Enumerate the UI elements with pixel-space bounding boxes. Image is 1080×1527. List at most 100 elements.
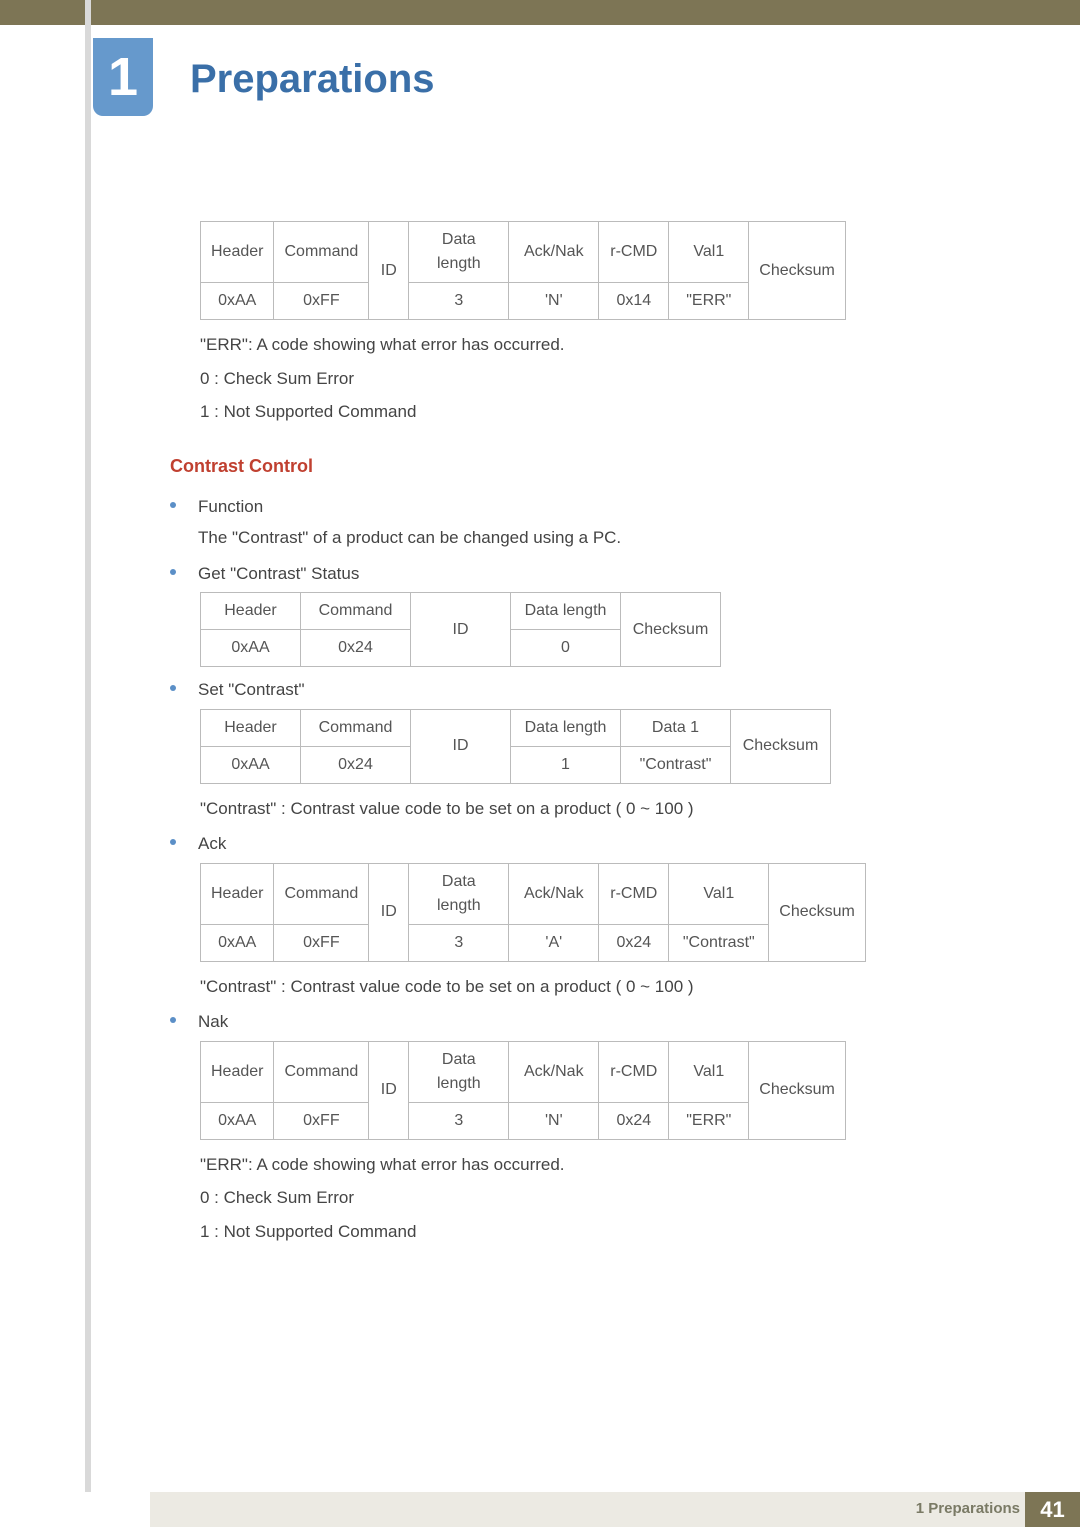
th-id: ID (411, 593, 511, 667)
bullet-set-label: Set "Contrast" (198, 677, 305, 703)
bullet-function-label: Function (198, 494, 263, 520)
th-datalen: Data length (511, 593, 621, 630)
th-datalen: Data length (409, 863, 509, 924)
contrast-note: "Contrast" : Contrast value code to be s… (200, 796, 1020, 822)
bullet-icon (170, 839, 176, 845)
th-checksum: Checksum (749, 222, 846, 320)
section-contrast-control: Contrast Control (170, 453, 1020, 480)
td: 3 (409, 1102, 509, 1139)
footer: 1 Preparations 41 (0, 1492, 1080, 1527)
td: 0xFF (274, 924, 369, 961)
bullet-get: Get "Contrast" Status (170, 561, 1020, 587)
table-set-contrast: Header Command ID Data length Data 1 Che… (200, 709, 831, 784)
td: 0x24 (301, 630, 411, 667)
td: 0 (511, 630, 621, 667)
td: 0xAA (201, 283, 274, 320)
th-header: Header (201, 222, 274, 283)
th-checksum: Checksum (769, 863, 866, 961)
bullet-icon (170, 569, 176, 575)
table-row: Header Command ID Data length Ack/Nak r-… (201, 222, 846, 283)
bullet-ack-label: Ack (198, 831, 226, 857)
table-row: Header Command ID Data length Ack/Nak r-… (201, 1041, 846, 1102)
td: 0xAA (201, 1102, 274, 1139)
td: 0xAA (201, 630, 301, 667)
td: "ERR" (669, 283, 749, 320)
table-row: Header Command ID Data length Checksum (201, 593, 721, 630)
table-nak-prev: Header Command ID Data length Ack/Nak r-… (200, 221, 846, 320)
th-header: Header (201, 863, 274, 924)
th-header: Header (201, 593, 301, 630)
th-command: Command (274, 222, 369, 283)
th-command: Command (274, 1041, 369, 1102)
table-get-contrast: Header Command ID Data length Checksum 0… (200, 592, 721, 667)
err-1: 1 : Not Supported Command (200, 399, 1020, 425)
td: 0x24 (599, 924, 669, 961)
td: 0x24 (301, 746, 411, 783)
bullet-icon (170, 685, 176, 691)
content-area: Header Command ID Data length Ack/Nak r-… (170, 25, 1020, 1244)
td: 'N' (509, 1102, 599, 1139)
footer-page-number: 41 (1025, 1492, 1080, 1527)
err-1b: 1 : Not Supported Command (200, 1219, 1020, 1245)
th-rcmd: r-CMD (599, 222, 669, 283)
th-data1: Data 1 (621, 709, 731, 746)
table-row: 0xAA 0xFF 3 'A' 0x24 "Contrast" (201, 924, 866, 961)
th-id: ID (369, 1041, 409, 1139)
err-desc-2: "ERR": A code showing what error has occ… (200, 1152, 1020, 1178)
th-val1: Val1 (669, 863, 769, 924)
td: 0xAA (201, 924, 274, 961)
td: 0xFF (274, 283, 369, 320)
table-row: 0xAA 0xFF 3 'N' 0x24 "ERR" (201, 1102, 846, 1139)
th-datalen: Data length (409, 222, 509, 283)
footer-page-label: 1 Preparations (916, 1500, 1020, 1517)
th-id: ID (411, 709, 511, 783)
th-checksum: Checksum (731, 709, 831, 783)
th-rcmd: r-CMD (599, 1041, 669, 1102)
err-desc: "ERR": A code showing what error has occ… (200, 332, 1020, 358)
bullet-get-label: Get "Contrast" Status (198, 561, 359, 587)
top-olive-bar (0, 0, 1080, 25)
bullet-function: Function (170, 494, 1020, 520)
td: 3 (409, 924, 509, 961)
th-val1: Val1 (669, 1041, 749, 1102)
th-checksum: Checksum (749, 1041, 846, 1139)
table-nak: Header Command ID Data length Ack/Nak r-… (200, 1041, 846, 1140)
bullet-set: Set "Contrast" (170, 677, 1020, 703)
table-row: 0xAA 0xFF 3 'N' 0x14 "ERR" (201, 283, 846, 320)
page-container: 1 Preparations Header Command ID Data le… (0, 0, 1080, 1527)
th-datalen: Data length (511, 709, 621, 746)
th-acknak: Ack/Nak (509, 222, 599, 283)
td: "Contrast" (621, 746, 731, 783)
th-header: Header (201, 709, 301, 746)
th-command: Command (301, 593, 411, 630)
td: 1 (511, 746, 621, 783)
th-val1: Val1 (669, 222, 749, 283)
bullet-nak: Nak (170, 1009, 1020, 1035)
chapter-badge: 1 (93, 38, 153, 116)
th-command: Command (274, 863, 369, 924)
function-desc: The "Contrast" of a product can be chang… (198, 525, 1020, 551)
bullet-ack: Ack (170, 831, 1020, 857)
err-0: 0 : Check Sum Error (200, 366, 1020, 392)
td: 3 (409, 283, 509, 320)
td: 0x24 (599, 1102, 669, 1139)
bullet-icon (170, 502, 176, 508)
th-command: Command (301, 709, 411, 746)
th-acknak: Ack/Nak (509, 863, 599, 924)
td: 0x14 (599, 283, 669, 320)
td: 'A' (509, 924, 599, 961)
td: 0xAA (201, 746, 301, 783)
contrast-note-2: "Contrast" : Contrast value code to be s… (200, 974, 1020, 1000)
err-0b: 0 : Check Sum Error (200, 1185, 1020, 1211)
table-row: Header Command ID Data length Data 1 Che… (201, 709, 831, 746)
th-header: Header (201, 1041, 274, 1102)
td: "Contrast" (669, 924, 769, 961)
table-ack: Header Command ID Data length Ack/Nak r-… (200, 863, 866, 962)
th-datalen: Data length (409, 1041, 509, 1102)
th-rcmd: r-CMD (599, 863, 669, 924)
th-id: ID (369, 222, 409, 320)
th-acknak: Ack/Nak (509, 1041, 599, 1102)
td: 'N' (509, 283, 599, 320)
td: 0xFF (274, 1102, 369, 1139)
chapter-title: Preparations (190, 57, 435, 102)
